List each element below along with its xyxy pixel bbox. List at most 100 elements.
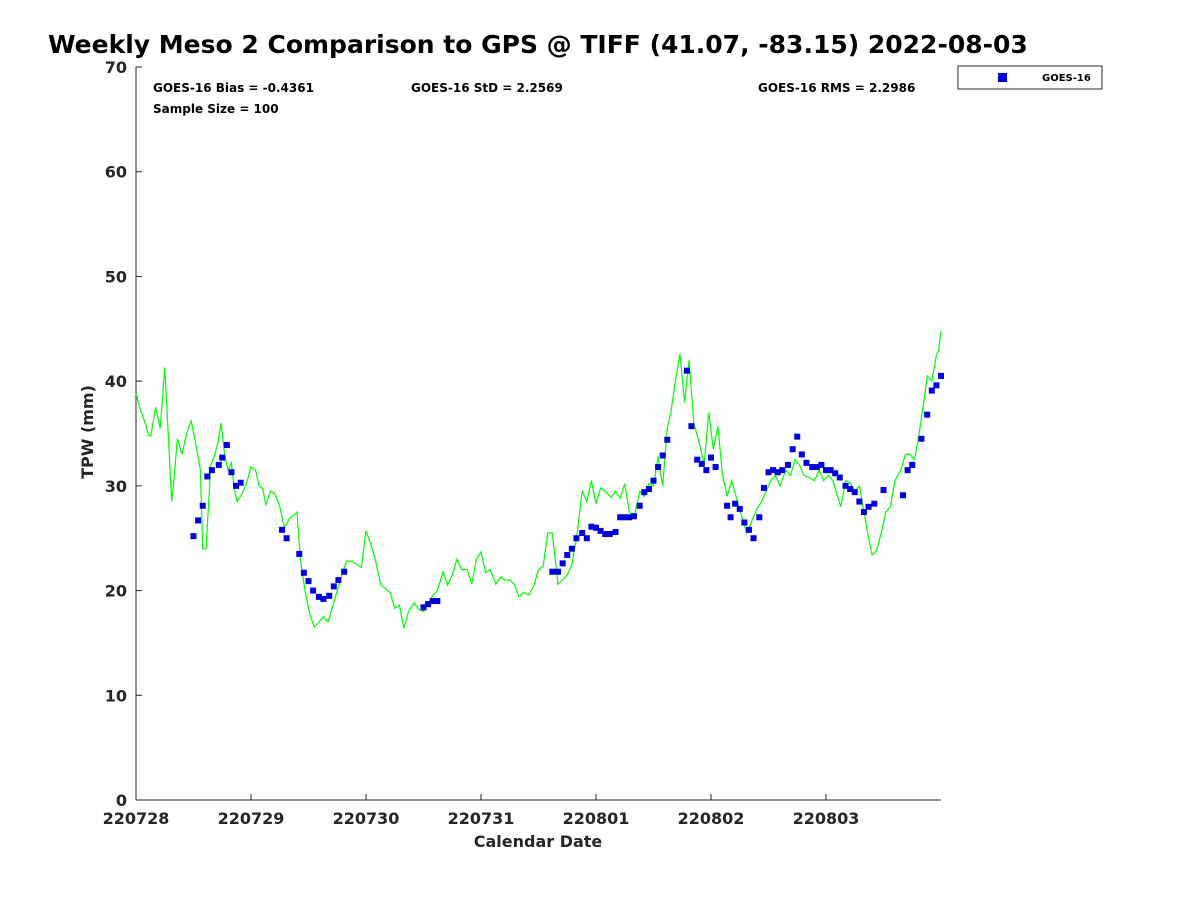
goes16-point <box>933 382 940 389</box>
goes16-point <box>851 489 858 496</box>
x-tick-label: 220729 <box>218 809 285 828</box>
legend-marker-icon <box>998 73 1007 82</box>
plot-area <box>135 330 944 629</box>
goes16-point <box>750 535 757 542</box>
goes16-point <box>683 367 690 374</box>
goes16-point <box>938 372 944 379</box>
goes16-point <box>621 514 628 521</box>
goes16-point <box>827 467 834 474</box>
goes16-point <box>429 598 436 605</box>
goes16-point <box>847 485 854 492</box>
goes16-point <box>199 502 206 509</box>
goes16-point <box>559 560 566 567</box>
goes16-point <box>703 467 710 474</box>
goes16-point <box>335 577 342 584</box>
goes16-point <box>568 545 575 552</box>
goes16-point <box>300 569 307 576</box>
goes16-point <box>818 461 825 468</box>
goes16-point <box>659 452 666 459</box>
goes16-point <box>237 479 244 486</box>
goes16-point <box>296 550 303 557</box>
goes16-point <box>597 527 604 534</box>
y-tick-label: 40 <box>105 372 127 391</box>
goes16-point <box>770 467 777 474</box>
goes16-point <box>204 473 211 480</box>
x-axis-label: Calendar Date <box>474 832 603 851</box>
goes16-point <box>330 583 337 590</box>
goes16-point <box>904 467 911 474</box>
y-tick-label: 10 <box>105 686 127 705</box>
goes16-point <box>593 524 599 531</box>
y-tick-label: 20 <box>105 582 127 601</box>
legend-box <box>957 65 1103 90</box>
x-axis: 220728 220729 220730 220731 220801 220802 2208… <box>103 794 860 828</box>
y-tick-label: 0 <box>116 791 127 810</box>
goes16-point <box>223 442 230 449</box>
goes16-point <box>617 514 624 521</box>
goes16-point <box>583 535 590 542</box>
goes16-point <box>564 551 571 558</box>
goes16-point <box>555 568 562 575</box>
goes16-point <box>664 436 671 443</box>
goes16-point <box>909 461 916 468</box>
goes16-point <box>736 505 743 512</box>
goes16-point <box>732 500 739 507</box>
goes16-point <box>924 411 931 418</box>
y-tick-label: 70 <box>105 58 127 77</box>
x-tick-label: 220803 <box>793 809 860 828</box>
goes16-point <box>724 502 731 509</box>
goes16-point <box>326 592 333 599</box>
x-tick-label: 220728 <box>103 809 170 828</box>
goes16-point <box>641 489 648 496</box>
goes16-point <box>606 531 613 538</box>
stat-rms: GOES-16 RMS = 2.2986 <box>758 81 915 95</box>
goes16-point <box>305 578 312 585</box>
goes16-point <box>803 459 810 466</box>
x-tick-label: 220802 <box>678 809 745 828</box>
goes16-point <box>900 492 907 499</box>
y-tick-label: 60 <box>105 163 127 182</box>
goes16-point <box>918 435 925 442</box>
goes16-point <box>809 464 816 471</box>
goes16-point <box>645 485 652 492</box>
goes16-point <box>842 482 849 489</box>
goes16-point <box>630 513 637 520</box>
stat-std: GOES-16 StD = 2.2569 <box>411 81 563 95</box>
goes16-point <box>798 451 805 458</box>
goes16-point <box>856 498 863 505</box>
goes16-point <box>588 523 595 530</box>
goes16-point <box>602 531 609 538</box>
y-tick-label: 50 <box>105 267 127 286</box>
goes16-point <box>836 474 843 481</box>
goes16-point <box>636 502 643 509</box>
goes16-point <box>765 469 772 476</box>
goes16-point <box>760 484 767 491</box>
goes16-point <box>283 535 290 542</box>
goes16-point <box>341 568 348 575</box>
goes16-point <box>434 598 441 605</box>
goes16-point <box>774 469 781 476</box>
goes16-point <box>215 461 222 468</box>
goes16-point <box>928 387 935 394</box>
y-axis-label: TPW (mm) <box>78 385 97 479</box>
goes16-point <box>745 526 752 533</box>
goes16-point <box>712 464 719 471</box>
x-tick-label: 220801 <box>563 809 630 828</box>
goes16-point <box>794 433 801 440</box>
y-axis: 0 10 20 30 40 50 60 70 <box>105 58 142 810</box>
goes16-point <box>650 477 657 484</box>
stat-bias: GOES-16 Bias = -0.4361 <box>153 81 314 95</box>
goes16-point <box>832 470 839 477</box>
goes16-point <box>425 601 432 608</box>
goes16-point <box>860 509 867 516</box>
goes16-point <box>420 604 427 611</box>
goes16-point <box>626 514 633 521</box>
goes16-point <box>190 533 197 540</box>
goes16-point <box>315 593 322 600</box>
goes16-point <box>612 528 619 535</box>
goes16-point <box>233 482 240 489</box>
goes16-point <box>579 529 586 536</box>
goes16-point <box>779 467 786 474</box>
goes16-point <box>219 454 226 461</box>
